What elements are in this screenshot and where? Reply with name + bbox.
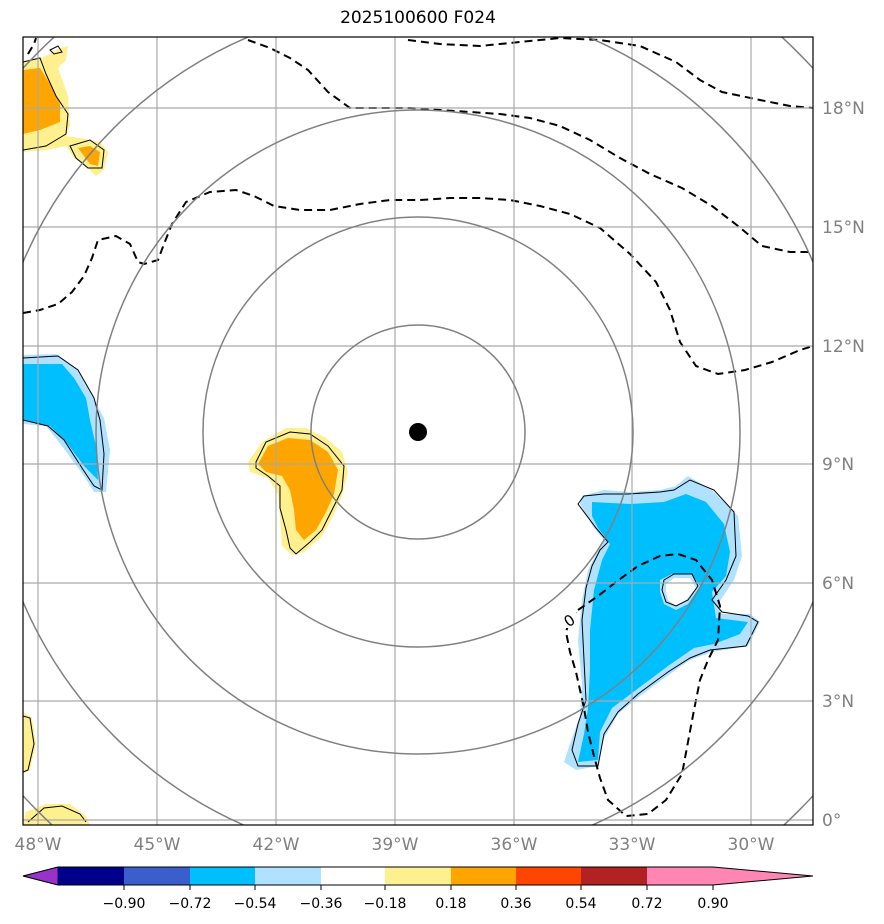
- range-ring-2: [202, 216, 634, 648]
- zero-contour-middle: [23, 188, 813, 376]
- zero-contour-top: [407, 37, 813, 109]
- anomaly-fill-orange-nw: [23, 68, 60, 134]
- latitude-labels: 0° 3°N 6°N 9°N 12°N 15°N 18°N: [822, 99, 865, 831]
- contour-outline-w-small: [23, 715, 35, 773]
- anomaly-hole-se-inner: [666, 578, 696, 606]
- colorbar-tick-label-4: −0.36: [300, 896, 343, 912]
- colorbar-tick-marks: [123, 885, 714, 890]
- colorbar-outline: [22, 866, 814, 886]
- colorbar-extend-low: [22, 866, 59, 886]
- colorbar-tick-label-1: −0.90: [103, 896, 146, 912]
- lon-label-39w: 39°W: [372, 835, 419, 855]
- colorbar-swatch-9: [581, 867, 647, 885]
- colorbar-swatch-1: [58, 867, 124, 885]
- colorbar-tick-label-9: 0.72: [631, 896, 662, 912]
- colorbar: −0.90 −0.72 −0.54 −0.36 −0.18 0.18 0.36 …: [22, 866, 814, 912]
- colorbar-extend-high: [713, 867, 813, 885]
- graticule: [23, 37, 813, 825]
- contour-outline-nw-tiny: [49, 45, 63, 55]
- colorbar-swatch-10: [647, 867, 713, 885]
- zero-contour-lines: [23, 37, 813, 818]
- colorbar-swatch-6: [385, 867, 451, 885]
- plot-title: 2025100600 F024: [340, 8, 496, 28]
- contour-outline-se: [571, 479, 759, 767]
- colorbar-tick-label-2: −0.72: [169, 896, 212, 912]
- lon-label-30w: 30°W: [728, 835, 775, 855]
- range-ring-1: [310, 324, 526, 540]
- contour-label: 0: [561, 611, 579, 631]
- zero-contour-north: [247, 39, 813, 253]
- lat-label-18n: 18°N: [822, 99, 865, 119]
- contour-outline-w: [23, 355, 105, 491]
- lat-label-0: 0°: [822, 811, 841, 831]
- contour-outline-center: [255, 431, 345, 555]
- anomaly-fill-blue-w: [23, 364, 98, 480]
- lon-label-45w: 45°W: [134, 835, 181, 855]
- colorbar-swatch-3: [190, 867, 255, 885]
- lon-label-36w: 36°W: [491, 835, 538, 855]
- negative-anomaly-fill: [23, 364, 748, 762]
- lat-label-9n: 9°N: [822, 455, 854, 475]
- anomaly-fill-blue-se: [578, 494, 748, 762]
- lat-label-6n: 6°N: [822, 574, 854, 594]
- colorbar-swatch-2: [124, 867, 190, 885]
- contour-outline-hole: [661, 573, 699, 607]
- colorbar-tick-label-7: 0.36: [500, 896, 531, 912]
- colorbar-tick-label-10: 0.90: [697, 896, 728, 912]
- anomaly-fill-yellow-w: [23, 712, 36, 774]
- contour-outline-nw: [23, 57, 69, 151]
- lon-label-42w: 42°W: [253, 835, 300, 855]
- lon-label-48w: 48°W: [15, 835, 62, 855]
- colorbar-swatch-7: [451, 867, 516, 885]
- colorbar-swatch-8: [516, 867, 581, 885]
- colorbar-swatch-4: [255, 867, 321, 885]
- colorbar-tick-label-5: −0.18: [364, 896, 407, 912]
- lat-label-12n: 12°N: [822, 337, 865, 357]
- contour-label-bg: [562, 611, 576, 628]
- zero-contour-north-left: [27, 37, 37, 55]
- colorbar-tick-label-3: −0.54: [234, 896, 277, 912]
- storm-center-marker[interactable]: [409, 423, 427, 441]
- colorbar-tick-label-8: 0.54: [565, 896, 596, 912]
- colorbar-tick-label-6: 0.18: [435, 896, 466, 912]
- lat-label-15n: 15°N: [822, 218, 865, 238]
- contour-outline-nw-small: [69, 139, 105, 169]
- lat-label-3n: 3°N: [822, 692, 854, 712]
- colorbar-swatch-5: [321, 867, 385, 885]
- lon-label-33w: 33°W: [609, 835, 656, 855]
- range-ring-3: [95, 109, 741, 755]
- map-frame: [22, 36, 814, 826]
- zero-contour-southeast: [564, 552, 722, 818]
- longitude-labels: 48°W 45°W 42°W 39°W 36°W 33°W 30°W: [15, 835, 775, 855]
